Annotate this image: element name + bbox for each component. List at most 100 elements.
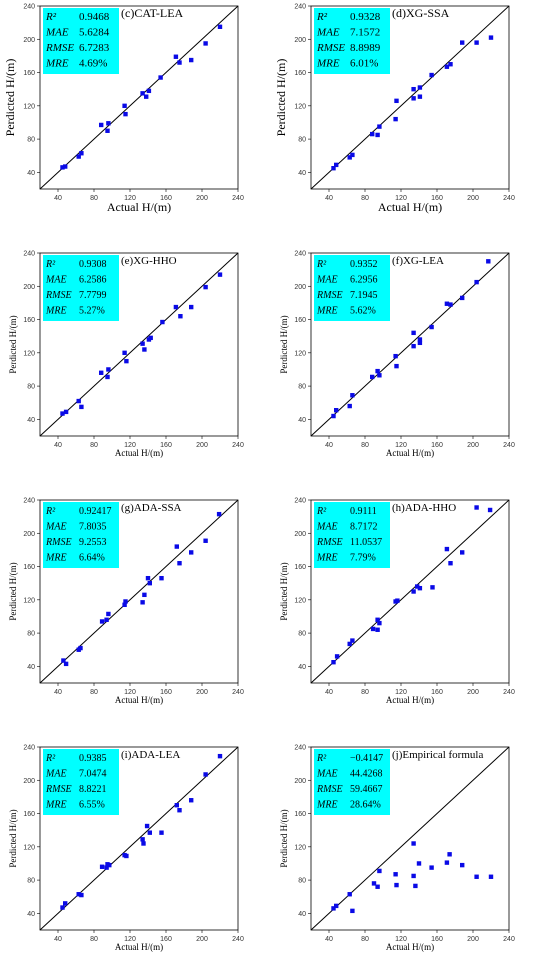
metric-label: RMSE [45,42,74,54]
plot-frame [39,252,239,437]
panel-title: (g)ADA-SSA [121,502,182,514]
x-tick-label: 120 [124,936,136,943]
x-tick-label: 200 [467,936,479,943]
y-tick-label: 80 [298,631,306,638]
metric-value: 6.01% [350,58,378,70]
data-point [394,98,399,104]
data-point [60,411,65,416]
metric-label: R² [45,753,56,764]
data-point [371,881,377,886]
x-tick-label: 160 [160,689,172,696]
reference-line [39,5,239,190]
data-point [177,808,182,813]
metric-value: 7.1945 [350,290,378,301]
y-tick-label: 80 [27,384,35,391]
y-tick-label: 160 [23,811,35,818]
chart-panel-1: 40 40 80 80 120 120 160 160 200 200 240 240 R² 0.9328… [274,4,515,215]
x-axis-label: Actual H/(m) [115,448,163,458]
data-point [203,41,208,46]
data-point [76,892,81,897]
x-tick-label: 40 [325,689,333,696]
metric-value: 7.8035 [79,522,107,533]
data-point [173,304,179,310]
data-point [104,865,109,870]
data-point [159,575,164,581]
data-point [331,166,336,171]
x-tick-label: 200 [196,195,208,202]
data-point [189,57,194,63]
x-tick-label: 200 [467,442,479,449]
data-point [416,861,422,866]
data-point [216,511,222,517]
x-axis-label: Actual H/(m) [107,200,171,214]
data-point [375,368,380,374]
data-point [347,641,352,647]
data-point [393,116,398,122]
x-tick-label: 160 [431,689,443,696]
y-axis-label: Perdicted H/(m) [274,59,288,137]
metric-value: 0.9352 [350,259,378,270]
metric-value: 5.27% [79,306,105,317]
metrics-box [43,255,119,321]
data-point [122,602,127,608]
reference-line [39,746,239,931]
data-point [140,600,145,605]
data-point [334,903,339,909]
data-point [488,874,494,879]
metric-value: 9.2553 [79,537,107,548]
data-point [140,91,145,96]
data-point [177,561,182,566]
plot-frame [39,5,239,190]
x-tick-label: 160 [431,195,443,202]
reference-line [310,5,510,190]
metric-label: MRE [316,306,338,317]
metrics-box [43,502,119,568]
data-point [189,304,194,310]
data-point [203,772,208,777]
data-point [217,24,223,29]
data-point [78,645,83,651]
y-tick-label: 120 [23,844,35,851]
data-point [144,823,150,829]
chart-panel-4: 40 40 80 80 120 120 160 160 200 200 240 240 R² 0.9241… [8,498,244,706]
data-point [63,901,68,906]
x-tick-label: 160 [431,442,443,449]
y-tick-label: 160 [294,564,306,571]
data-point [444,301,450,306]
metric-value: 0.9111 [350,506,377,517]
data-point [122,350,127,356]
data-point [370,374,375,380]
data-point [174,803,179,808]
x-axis-label: Actual H/(m) [386,942,434,952]
y-tick-label: 200 [23,284,35,291]
metric-label: R² [316,259,327,270]
data-point [140,837,145,842]
data-point [474,279,479,285]
plot-frame [39,746,239,931]
data-point [177,60,182,65]
data-point [375,132,380,138]
metric-value: 7.79% [350,553,376,564]
y-axis-label: Perdicted H/(m) [3,59,17,137]
data-point [99,370,104,375]
data-point [63,164,68,169]
metric-value: 11.0537 [350,537,382,548]
data-point [393,872,398,877]
data-point [444,64,450,69]
y-tick-label: 240 [23,498,35,505]
x-tick-label: 240 [503,442,515,449]
metric-value: 4.69% [79,58,107,70]
x-tick-label: 200 [196,442,208,449]
x-axis-label: Actual H/(m) [378,200,442,214]
data-point [377,124,382,129]
metric-value: 7.1572 [350,27,380,39]
data-point [63,409,69,415]
metric-label: RMSE [316,42,345,54]
data-point [430,585,435,590]
data-point [486,259,491,264]
metric-value: 5.62% [350,306,376,317]
data-point [460,295,465,301]
metric-value: 44.4268 [350,769,383,780]
data-point [173,54,179,59]
data-point [377,373,382,378]
